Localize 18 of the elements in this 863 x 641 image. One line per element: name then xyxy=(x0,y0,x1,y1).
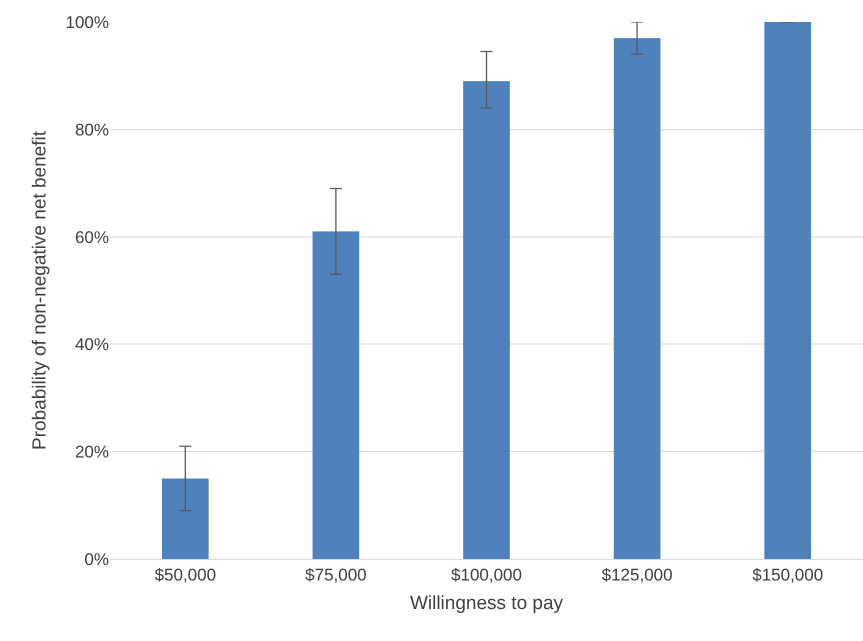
bar xyxy=(463,81,510,559)
y-tick-label: 20% xyxy=(74,442,109,462)
x-tick-label: $150,000 xyxy=(752,565,824,584)
y-tick-label: 60% xyxy=(74,228,109,247)
x-tick-label: $100,000 xyxy=(451,565,522,584)
bar xyxy=(312,231,360,559)
y-tick-label: 80% xyxy=(74,120,109,140)
y-tick-label: 0% xyxy=(84,550,109,569)
x-tick-label: $50,000 xyxy=(154,565,216,584)
y-axis-title: Probability of non-negative net benefit xyxy=(29,130,50,450)
bar xyxy=(764,22,812,559)
bar xyxy=(614,38,660,559)
x-tick-label: $125,000 xyxy=(602,565,673,584)
bar xyxy=(162,478,209,559)
x-tick-label: $75,000 xyxy=(305,565,367,584)
x-axis-title: Willingness to pay xyxy=(410,593,564,614)
y-tick-label: 100% xyxy=(66,12,109,32)
y-tick-label: 40% xyxy=(74,335,109,354)
